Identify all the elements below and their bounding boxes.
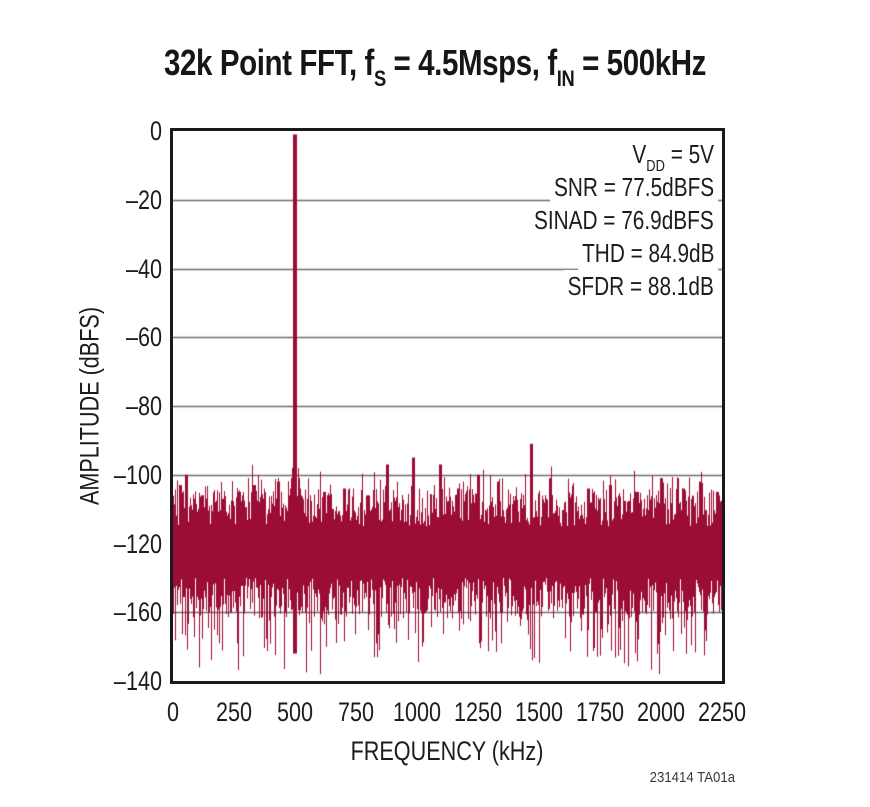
y-tick-label: –160 xyxy=(113,597,162,628)
chart-title-text: 32k Point FFT, f xyxy=(164,42,374,83)
x-axis-title: FREQUENCY (kHz) xyxy=(350,736,544,766)
annotation-line: SFDR = 88.1dB xyxy=(563,270,718,303)
chart-title: 32k Point FFT, fS = 4.5Msps, fIN = 500kH… xyxy=(78,42,791,91)
vdd-value: = 5V xyxy=(664,139,714,169)
y-tick-label: –40 xyxy=(125,253,162,284)
annotation-line: THD = 84.9dB xyxy=(577,237,718,270)
vdd-symbol: V xyxy=(632,139,647,169)
x-tick-label: 250 xyxy=(215,697,253,727)
x-tick-label: 500 xyxy=(276,697,314,727)
x-tick-label: 2250 xyxy=(697,697,747,727)
y-tick-label: –140 xyxy=(113,666,162,696)
annotation-line: SNR = 77.5dBFS xyxy=(549,171,718,204)
chart-title-text3: = 500kHz xyxy=(574,42,706,83)
x-tick-label: 1500 xyxy=(514,697,564,727)
chart-title-sub-s: S xyxy=(373,65,386,91)
performance-annotations: VDD = 5V SNR = 77.5dBFS SINAD = 76.9dBFS T… xyxy=(483,138,718,303)
figure-reference-code: 231414 TA01a xyxy=(649,769,735,786)
x-tick-label: 750 xyxy=(337,697,375,727)
y-tick-label: –100 xyxy=(113,459,162,490)
y-tick-label: –120 xyxy=(113,528,162,559)
x-tick-label: 1000 xyxy=(392,697,442,727)
chart-title-sub-in: IN xyxy=(556,65,575,91)
x-tick-label: 2000 xyxy=(636,697,686,727)
x-tick-label: 1250 xyxy=(453,697,503,727)
chart-title-text2: = 4.5Msps, f xyxy=(385,42,558,83)
y-tick-label: –60 xyxy=(125,322,162,353)
y-tick-label: –20 xyxy=(125,184,162,215)
vdd-subscript: DD xyxy=(646,156,665,175)
x-tick-label: 1750 xyxy=(575,697,625,727)
y-tick-label: –80 xyxy=(125,391,162,421)
y-tick-label: 0 xyxy=(149,116,162,146)
annotation-vdd: VDD = 5V xyxy=(628,138,718,175)
annotation-line: SINAD = 76.9dBFS xyxy=(530,204,718,237)
x-tick-label: 0 xyxy=(166,697,180,727)
